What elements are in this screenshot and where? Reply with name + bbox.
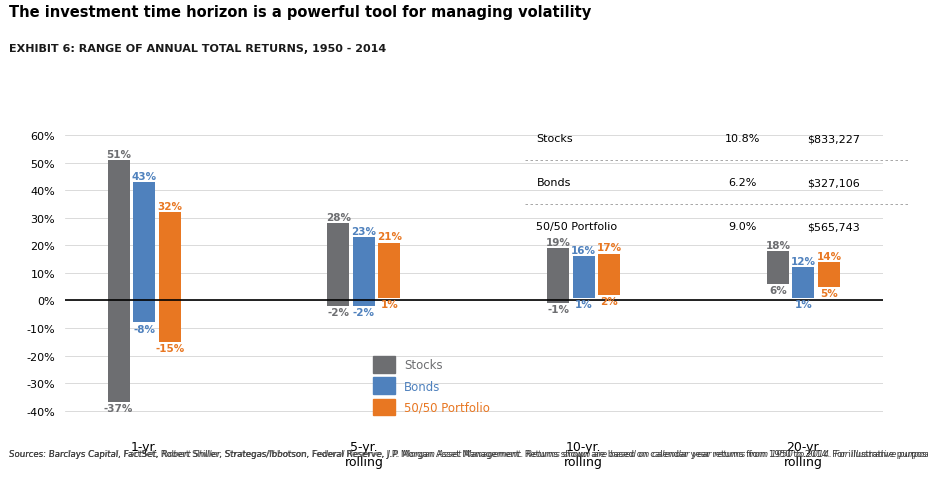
Text: -2%: -2% xyxy=(353,307,375,317)
Text: 9.0%: 9.0% xyxy=(728,222,756,232)
Text: -2%: -2% xyxy=(327,307,349,317)
Text: Annual Avg.
Total Return: Annual Avg. Total Return xyxy=(680,78,754,100)
Text: 32%: 32% xyxy=(157,202,182,212)
Text: -37%: -37% xyxy=(104,404,134,414)
Text: 23%: 23% xyxy=(351,226,376,236)
Text: The investment time horizon is a powerful tool for managing volatility: The investment time horizon is a powerfu… xyxy=(9,5,591,20)
Bar xyxy=(327,224,349,306)
Text: $565,743: $565,743 xyxy=(806,222,859,232)
Text: -8%: -8% xyxy=(133,324,155,334)
Text: 1%: 1% xyxy=(380,299,398,309)
Bar xyxy=(353,238,375,306)
Text: 5%: 5% xyxy=(819,288,837,298)
Text: $833,227: $833,227 xyxy=(806,134,859,144)
Text: $327,106: $327,106 xyxy=(806,178,859,188)
Text: EXHIBIT 6: RANGE OF ANNUAL TOTAL RETURNS, 1950 - 2014: EXHIBIT 6: RANGE OF ANNUAL TOTAL RETURNS… xyxy=(9,44,386,54)
Bar xyxy=(133,183,155,323)
Bar xyxy=(817,262,839,287)
Text: 2%: 2% xyxy=(599,296,617,306)
Text: Sources: Barclays Capital, FactSet, Robert Shiller, Strategas/Ibbotson, Federal : Sources: Barclays Capital, FactSet, Robe… xyxy=(9,449,928,458)
Text: 19%: 19% xyxy=(545,238,570,247)
Text: 21%: 21% xyxy=(377,232,402,242)
Bar xyxy=(547,248,569,304)
Text: 43%: 43% xyxy=(132,171,157,182)
Text: Sources: Barclays Capital, FactSet, Robert Shiller, Strategas/Ibbotson, Federal : Sources: Barclays Capital, FactSet, Robe… xyxy=(9,449,928,458)
Text: 14%: 14% xyxy=(816,251,841,261)
Text: 6.2%: 6.2% xyxy=(728,178,756,188)
Legend: Stocks, Bonds, 50/50 Portfolio: Stocks, Bonds, 50/50 Portfolio xyxy=(373,356,489,416)
Text: -1%: -1% xyxy=(547,305,569,315)
Text: 17%: 17% xyxy=(596,243,621,253)
Text: Growth of
$100,000 over
20 years: Growth of $100,000 over 20 years xyxy=(800,72,884,106)
Text: 50/50 Portfolio: 50/50 Portfolio xyxy=(535,222,617,232)
Bar xyxy=(767,251,788,285)
Text: 18%: 18% xyxy=(765,240,790,250)
Text: 12%: 12% xyxy=(790,257,815,266)
Text: 51%: 51% xyxy=(106,149,131,160)
Text: 1%: 1% xyxy=(574,299,592,309)
Text: 16%: 16% xyxy=(571,245,596,256)
Bar xyxy=(598,254,620,295)
Bar xyxy=(378,243,400,298)
Bar xyxy=(159,213,180,342)
Text: 28%: 28% xyxy=(326,213,351,223)
Text: 1%: 1% xyxy=(793,299,811,309)
Text: 6%: 6% xyxy=(768,285,786,295)
Text: -15%: -15% xyxy=(155,343,184,353)
Text: Stocks: Stocks xyxy=(535,134,573,144)
Bar xyxy=(108,161,130,403)
Text: 10.8%: 10.8% xyxy=(724,134,760,144)
Text: Bonds: Bonds xyxy=(535,178,570,188)
Bar xyxy=(572,257,594,298)
Bar xyxy=(792,268,814,298)
